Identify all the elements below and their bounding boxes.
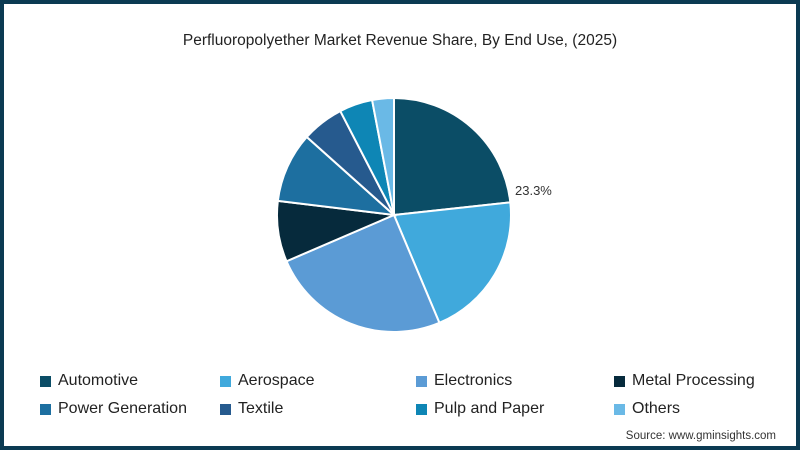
legend-item-power-generation: Power Generation [40,399,220,419]
legend-item-aerospace: Aerospace [220,371,416,391]
pie-slices [276,96,512,333]
legend-item-textile: Textile [220,399,416,419]
chart-title: Perfluoropolyether Market Revenue Share,… [182,32,618,49]
legend-label: Others [632,400,681,417]
legend-label: Power Generation [58,400,187,417]
legend-label: Electronics [434,372,513,389]
pie-slice-automotive [393,96,512,217]
slice-label-automotive: 23.3% [515,183,552,198]
legend-swatch-icon [614,375,625,387]
pie-slice-electronics [285,213,441,333]
legend-label: Automotive [58,372,139,389]
legend-swatch-icon [220,403,231,415]
legend: Automotive Aerospace Electronics Metal Proc… [40,371,780,419]
pie-slice-aerospace [392,201,512,325]
pie-slice-others [370,96,395,216]
legend-label: Aerospace [238,372,315,389]
legend-item-others: Others [614,399,784,419]
legend-swatch-icon [220,375,231,387]
legend-swatch-icon [40,375,51,387]
legend-label: Pulp and Paper [434,400,545,417]
legend-swatch-icon [416,403,427,415]
legend-item-electronics: Electronics [416,371,614,391]
legend-item-pulp-and-paper: Pulp and Paper [416,399,614,419]
legend-item-metal-processing: Metal Processing [614,371,784,391]
legend-swatch-icon [416,375,427,387]
source-note: Source: www.gminsights.com [625,430,776,442]
legend-swatch-icon [40,403,51,415]
legend-label: Metal Processing [632,372,755,389]
legend-label: Textile [238,400,284,417]
pie-chart: 23.3% [276,96,552,333]
legend-item-automotive: Automotive [40,371,220,391]
legend-swatch-icon [614,403,625,415]
